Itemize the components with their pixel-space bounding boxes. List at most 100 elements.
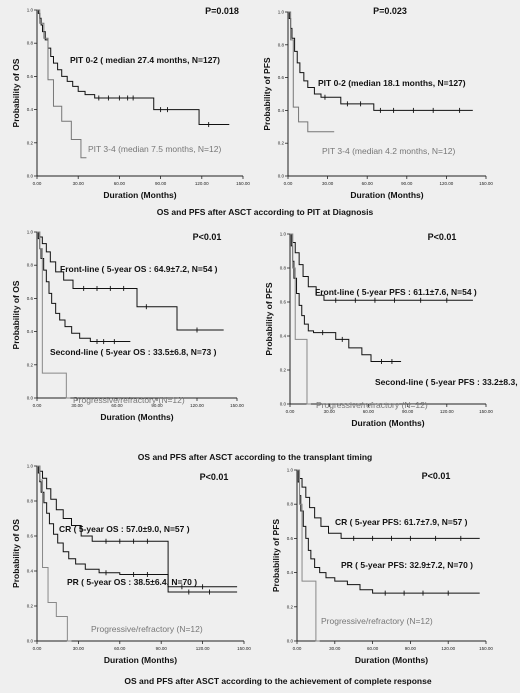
km-panel-3: 0.00 30.00 60.00 90.00 120.00 150.00 0.0 0.2 0.4…	[11, 230, 244, 423]
row-caption-3: OS and PFS after ASCT according to the a…	[124, 676, 431, 686]
y-tick-label: 0.2	[280, 368, 287, 373]
p-value-label: P<0.01	[193, 232, 222, 242]
y-tick-label: 0.4	[287, 570, 294, 575]
p-value-label: P=0.018	[205, 6, 239, 16]
x-tick-label: 0.00	[33, 181, 42, 186]
x-tick-label: 30.00	[73, 181, 85, 186]
x-tick-label: 30.00	[324, 409, 336, 414]
km-curve-1	[288, 11, 473, 111]
y-tick-label: 0.0	[27, 174, 34, 179]
series-label-1: CR ( 5-year PFS: 61.7±7.9, N=57 )	[335, 517, 468, 527]
km-panel-6: 0.00 30.00 60.00 90.00 120.00 150.00 0.0 0.2 0.4…	[271, 468, 493, 666]
y-tick-label: 0.6	[287, 536, 294, 541]
x-axis-title: Duration (Months)	[100, 412, 173, 422]
p-value-label: P<0.01	[422, 471, 451, 481]
x-axis-title: Duration (Months)	[104, 655, 177, 665]
row-caption-1: OS and PFS after ASCT according to PIT a…	[157, 207, 374, 217]
x-tick-label: 150.00	[237, 646, 251, 651]
x-tick-label: 120.00	[440, 181, 454, 186]
km-curve-3	[37, 465, 72, 642]
y-axis-title: Probability of PFS	[264, 282, 274, 356]
x-tick-label: 30.00	[329, 646, 341, 651]
km-curve-1	[290, 233, 473, 301]
x-tick-label: 60.00	[363, 409, 375, 414]
km-panel-4: 0.00 30.00 60.00 90.00 120.00 150.00 0.0 0.2 0.4…	[264, 232, 520, 429]
x-tick-label: 120.00	[190, 403, 204, 408]
y-tick-label: 0.2	[278, 141, 285, 146]
x-axis-title: Duration (Months)	[350, 190, 423, 200]
series-label-2: PIT 3-4 (median 7.5 months, N=12)	[88, 144, 221, 154]
y-tick-label: 1.0	[27, 464, 34, 469]
series-label-1: Front-line ( 5-year OS : 64.9±7.2, N=54 …	[60, 264, 218, 274]
x-tick-label: 120.00	[441, 646, 455, 651]
row-caption-2: OS and PFS after ASCT according to the t…	[138, 452, 372, 462]
p-value-label: P<0.01	[200, 472, 229, 482]
y-tick-label: 0.2	[287, 604, 294, 609]
x-tick-label: 90.00	[405, 646, 417, 651]
series-label-2: PIT 3-4 (median 4.2 months, N=12)	[322, 146, 455, 156]
y-tick-label: 1.0	[27, 230, 34, 235]
series-label-1: Front-line ( 5-year PFS : 61.1±7.6, N=54…	[315, 287, 477, 297]
km-curve-2	[297, 469, 480, 594]
km-curve-2	[37, 9, 87, 159]
x-tick-label: 150.00	[479, 646, 493, 651]
x-tick-label: 0.00	[284, 181, 293, 186]
x-tick-label: 0.00	[33, 646, 42, 651]
p-value-label: P=0.023	[373, 6, 407, 16]
y-axis-title: Probability of OS	[11, 58, 21, 127]
km-curve-3	[37, 231, 71, 399]
y-tick-label: 0.6	[280, 300, 287, 305]
y-axis-title: Probability of PFS	[271, 519, 281, 593]
y-axis-title: Probability of PFS	[262, 57, 272, 131]
x-tick-label: 90.00	[402, 409, 414, 414]
y-axis-title: Probability of OS	[11, 519, 21, 588]
y-tick-label: 0.6	[27, 296, 34, 301]
panels-group: 0.00 30.00 60.00 90.00 120.00 150.00 0.0 0.2 0.4…	[11, 6, 520, 665]
y-tick-label: 0.0	[287, 639, 294, 644]
y-axis-title: Probability of OS	[11, 280, 21, 349]
x-tick-label: 30.00	[73, 646, 85, 651]
x-tick-label: 30.00	[71, 403, 83, 408]
series-label-2: PR ( 5-year PFS: 32.9±7.2, N=70 )	[341, 560, 473, 570]
km-curve-1	[37, 465, 238, 593]
km-curve-1	[37, 9, 230, 126]
km-curve-2	[288, 11, 335, 133]
y-tick-label: 0.0	[278, 174, 285, 179]
series-label-3: Progressive/refractory (N=12)	[321, 616, 433, 626]
y-tick-label: 0.4	[278, 108, 285, 113]
x-tick-label: 0.00	[293, 646, 302, 651]
x-tick-label: 90.00	[156, 646, 168, 651]
x-axis-title: Duration (Months)	[351, 418, 424, 428]
x-axis-title: Duration (Months)	[355, 655, 428, 665]
y-tick-label: 0.8	[278, 42, 285, 47]
y-tick-label: 0.2	[27, 362, 34, 367]
x-tick-label: 90.00	[155, 181, 167, 186]
series-label-1: PIT 0-2 ( median 27.4 months, N=127)	[70, 55, 220, 65]
x-tick-label: 150.00	[230, 403, 244, 408]
x-tick-label: 0.00	[286, 409, 295, 414]
y-tick-label: 1.0	[278, 10, 285, 15]
series-label-2: PR ( 5-year OS : 38.5±6.4, N=70 )	[67, 577, 197, 587]
y-tick-label: 1.0	[27, 8, 34, 13]
y-tick-label: 1.0	[287, 468, 294, 473]
y-tick-label: 0.6	[278, 75, 285, 80]
km-panel-1: 0.00 30.00 60.00 90.00 120.00 150.00 0.0 0.2 0.4…	[11, 6, 250, 200]
series-label-1: PIT 0-2 (median 18.1 months, N=127)	[318, 78, 466, 88]
km-curve-1	[297, 469, 480, 539]
series-label-2: Second-line ( 5-year PFS : 33.2±8.3, N=7…	[375, 377, 520, 387]
y-tick-label: 0.8	[27, 41, 34, 46]
km-panel-5: 0.00 30.00 60.00 90.00 120.00 150.00 0.0 0.2 0.4…	[11, 464, 251, 666]
y-tick-label: 0.8	[27, 263, 34, 268]
x-tick-label: 60.00	[114, 646, 126, 651]
x-tick-label: 120.00	[195, 181, 209, 186]
km-curve-3	[297, 469, 320, 642]
series-label-3: Progressive/refractory (N=12)	[316, 400, 428, 410]
km-curve-1	[37, 231, 224, 331]
y-tick-label: 0.0	[27, 639, 34, 644]
y-tick-label: 0.0	[280, 402, 287, 407]
km-panel-2: 0.00 30.00 60.00 90.00 120.00 150.00 0.0 0.2 0.4…	[262, 6, 493, 200]
x-tick-label: 120.00	[440, 409, 454, 414]
x-tick-label: 150.00	[479, 181, 493, 186]
x-axis-title: Duration (Months)	[103, 190, 176, 200]
